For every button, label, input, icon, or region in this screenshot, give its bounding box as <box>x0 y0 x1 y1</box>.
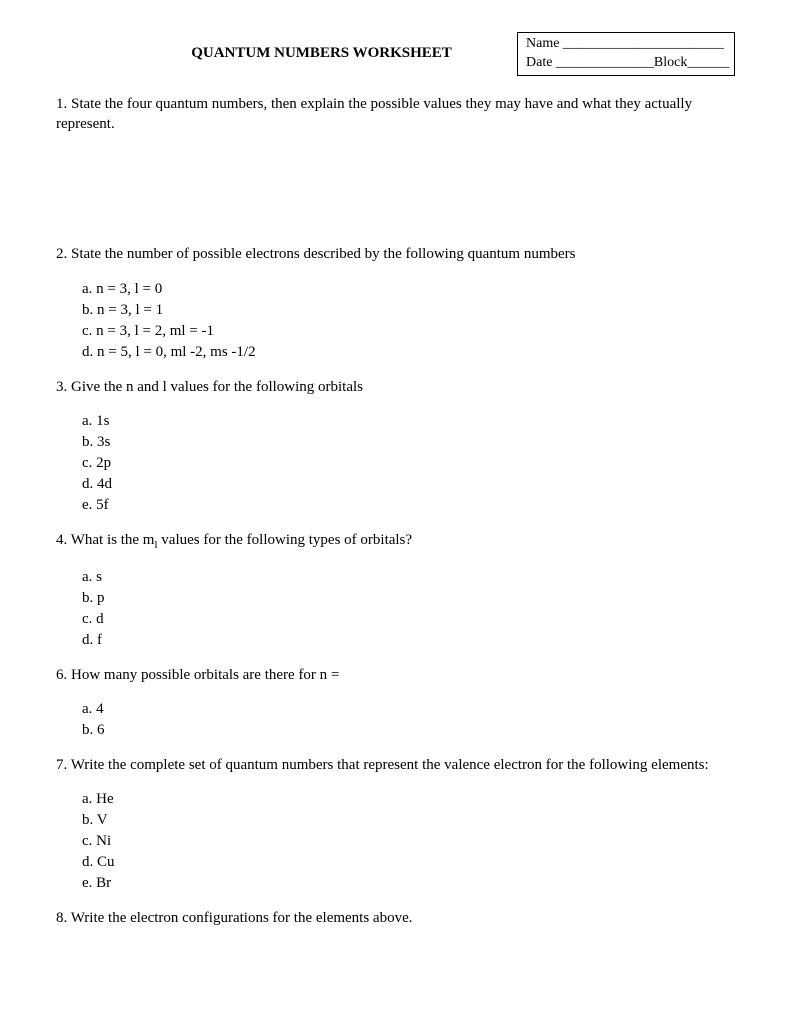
name-date-box: Name _______________________ Date ______… <box>517 32 735 76</box>
q4-option-c: c. d <box>82 609 735 630</box>
q7-option-c: c. Ni <box>82 831 735 852</box>
question-6-options: a. 4 b. 6 <box>56 699 735 741</box>
q3-option-a: a. 1s <box>82 411 735 432</box>
question-2-options: a. n = 3, l = 0 b. n = 3, l = 1 c. n = 3… <box>56 279 735 363</box>
name-field-line[interactable]: Name _______________________ <box>526 35 726 54</box>
worksheet-page: QUANTUM NUMBERS WORKSHEET Name _________… <box>0 0 791 1024</box>
q3-option-d: d. 4d <box>82 474 735 495</box>
q4-option-d: d. f <box>82 630 735 651</box>
q6-option-b: b. 6 <box>82 720 735 741</box>
q4-option-a: a. s <box>82 567 735 588</box>
question-6: 6. How many possible orbitals are there … <box>56 665 735 685</box>
question-4: 4. What is the ml values for the followi… <box>56 530 735 553</box>
header-row: QUANTUM NUMBERS WORKSHEET Name _________… <box>56 32 735 76</box>
q2-option-b: b. n = 3, l = 1 <box>82 300 735 321</box>
q2-option-c: c. n = 3, l = 2, ml = -1 <box>82 321 735 342</box>
question-7-options: a. He b. V c. Ni d. Cu e. Br <box>56 789 735 894</box>
question-7: 7. Write the complete set of quantum num… <box>56 755 735 775</box>
q3-option-b: b. 3s <box>82 432 735 453</box>
q7-option-e: e. Br <box>82 873 735 894</box>
q7-option-d: d. Cu <box>82 852 735 873</box>
q3-option-c: c. 2p <box>82 453 735 474</box>
q4-text-prefix: 4. What is the m <box>56 532 154 548</box>
q7-option-a: a. He <box>82 789 735 810</box>
worksheet-title: QUANTUM NUMBERS WORKSHEET <box>56 45 517 62</box>
date-block-line[interactable]: Date ______________Block______ <box>526 54 726 73</box>
q2-option-d: d. n = 5, l = 0, ml -2, ms -1/2 <box>82 342 735 363</box>
question-8: 8. Write the electron configurations for… <box>56 908 735 928</box>
question-2: 2. State the number of possible electron… <box>56 244 735 264</box>
q6-option-a: a. 4 <box>82 699 735 720</box>
question-3-options: a. 1s b. 3s c. 2p d. 4d e. 5f <box>56 411 735 516</box>
q7-option-b: b. V <box>82 810 735 831</box>
q3-option-e: e. 5f <box>82 495 735 516</box>
q4-text-suffix: values for the following types of orbita… <box>158 532 413 548</box>
question-4-options: a. s b. p c. d d. f <box>56 567 735 651</box>
question-1: 1. State the four quantum numbers, then … <box>56 94 735 135</box>
q2-option-a: a. n = 3, l = 0 <box>82 279 735 300</box>
question-3: 3. Give the n and l values for the follo… <box>56 377 735 397</box>
q4-option-b: b. p <box>82 588 735 609</box>
